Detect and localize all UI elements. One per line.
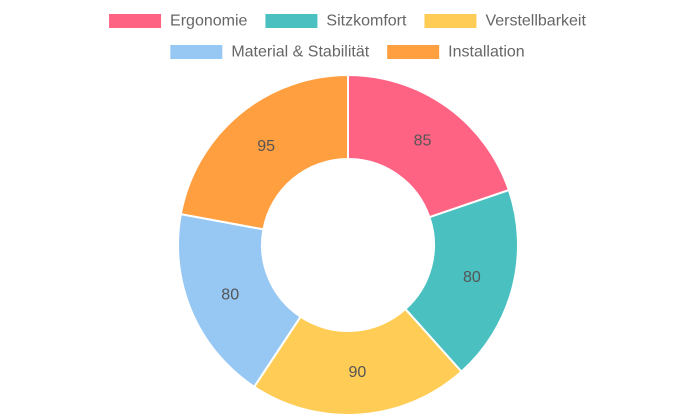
- slice-value-label: 90: [348, 364, 366, 381]
- legend-item-material-and-stabilitaet[interactable]: Material & Stabilität: [170, 44, 370, 61]
- slice-value-label: 85: [414, 132, 432, 149]
- slice-material-and-stabilitaet[interactable]: [177, 212, 302, 389]
- legend-item-sitzkomfort[interactable]: Sitzkomfort: [265, 13, 407, 30]
- doughnut-slices: [177, 73, 519, 416]
- slice-ergonomie[interactable]: [347, 73, 511, 219]
- slice-value-label: 80: [221, 287, 239, 304]
- legend-label: Verstellbarkeit: [485, 13, 586, 30]
- legend-swatch: [265, 14, 318, 28]
- slice-sitzkomfort[interactable]: [403, 188, 519, 374]
- legend-item-installation[interactable]: Installation: [387, 44, 525, 61]
- legend-label: Sitzkomfort: [326, 13, 407, 30]
- legend-label: Installation: [448, 44, 525, 61]
- legend-swatch: [170, 45, 223, 59]
- legend-swatch: [387, 45, 440, 59]
- legend-swatch: [424, 14, 477, 28]
- slice-labels: 85 80 90 80 95: [221, 132, 481, 381]
- legend: Ergonomie Sitzkomfort Verstellbarkeit Mater…: [109, 13, 586, 61]
- slice-value-label: 95: [257, 138, 275, 155]
- legend-item-ergonomie[interactable]: Ergonomie: [109, 13, 248, 30]
- slice-verstellbarkeit[interactable]: [252, 307, 463, 416]
- legend-swatch: [109, 14, 162, 28]
- legend-item-verstellbarkeit[interactable]: Verstellbarkeit: [424, 13, 586, 30]
- legend-label: Material & Stabilität: [231, 44, 369, 61]
- slice-installation[interactable]: [179, 73, 349, 231]
- slice-value-label: 80: [463, 269, 481, 286]
- legend-label: Ergonomie: [170, 13, 247, 30]
